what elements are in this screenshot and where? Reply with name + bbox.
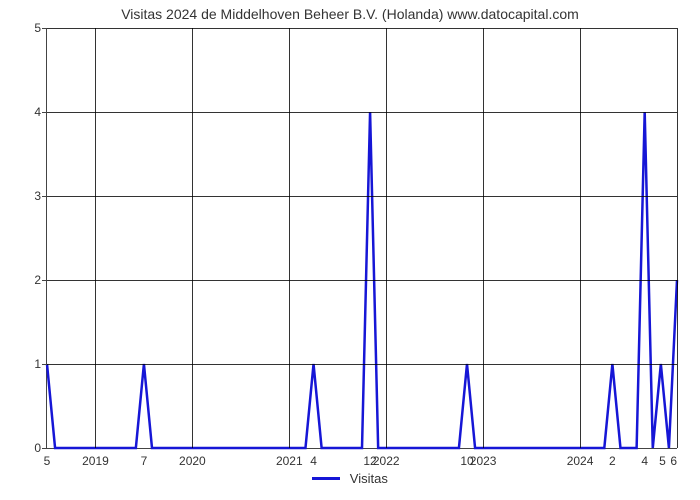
x-value-label: 10 — [460, 454, 473, 468]
gridline-h — [47, 196, 677, 197]
x-value-label: 6 — [670, 454, 677, 468]
gridline-v — [386, 28, 387, 448]
y-tick-label: 0 — [19, 441, 41, 455]
gridline-v — [580, 28, 581, 448]
y-tick-label: 2 — [19, 273, 41, 287]
gridline-v — [95, 28, 96, 448]
legend-swatch — [312, 477, 340, 480]
x-year-label: 2021 — [276, 454, 303, 468]
x-year-label: 2023 — [470, 454, 497, 468]
gridline-v — [677, 28, 678, 448]
x-year-label: 2020 — [179, 454, 206, 468]
plot-area: 0123452019202020212022202320245741210245… — [46, 28, 677, 449]
gridline-h — [47, 364, 677, 365]
chart-title: Visitas 2024 de Middelhoven Beheer B.V. … — [0, 0, 700, 22]
x-year-label: 2019 — [82, 454, 109, 468]
y-tick-label: 3 — [19, 189, 41, 203]
legend-label: Visitas — [350, 471, 388, 486]
gridline-h — [47, 112, 677, 113]
gridline-v — [289, 28, 290, 448]
x-year-label: 2022 — [373, 454, 400, 468]
gridline-v — [192, 28, 193, 448]
x-value-label: 7 — [141, 454, 148, 468]
x-value-label: 4 — [641, 454, 648, 468]
x-value-label: 12 — [363, 454, 376, 468]
x-value-label: 4 — [310, 454, 317, 468]
y-tick-label: 4 — [19, 105, 41, 119]
legend: Visitas — [0, 470, 700, 486]
x-value-label: 5 — [44, 454, 51, 468]
gridline-v — [483, 28, 484, 448]
x-value-label: 2 — [609, 454, 616, 468]
y-tick-label: 5 — [19, 21, 41, 35]
x-year-label: 2024 — [567, 454, 594, 468]
line-series-svg — [47, 28, 677, 448]
gridline-h — [47, 28, 677, 29]
x-value-label: 5 — [659, 454, 666, 468]
gridline-h — [47, 280, 677, 281]
y-tick-label: 1 — [19, 357, 41, 371]
chart-area: 0123452019202020212022202320245741210245… — [46, 28, 676, 448]
